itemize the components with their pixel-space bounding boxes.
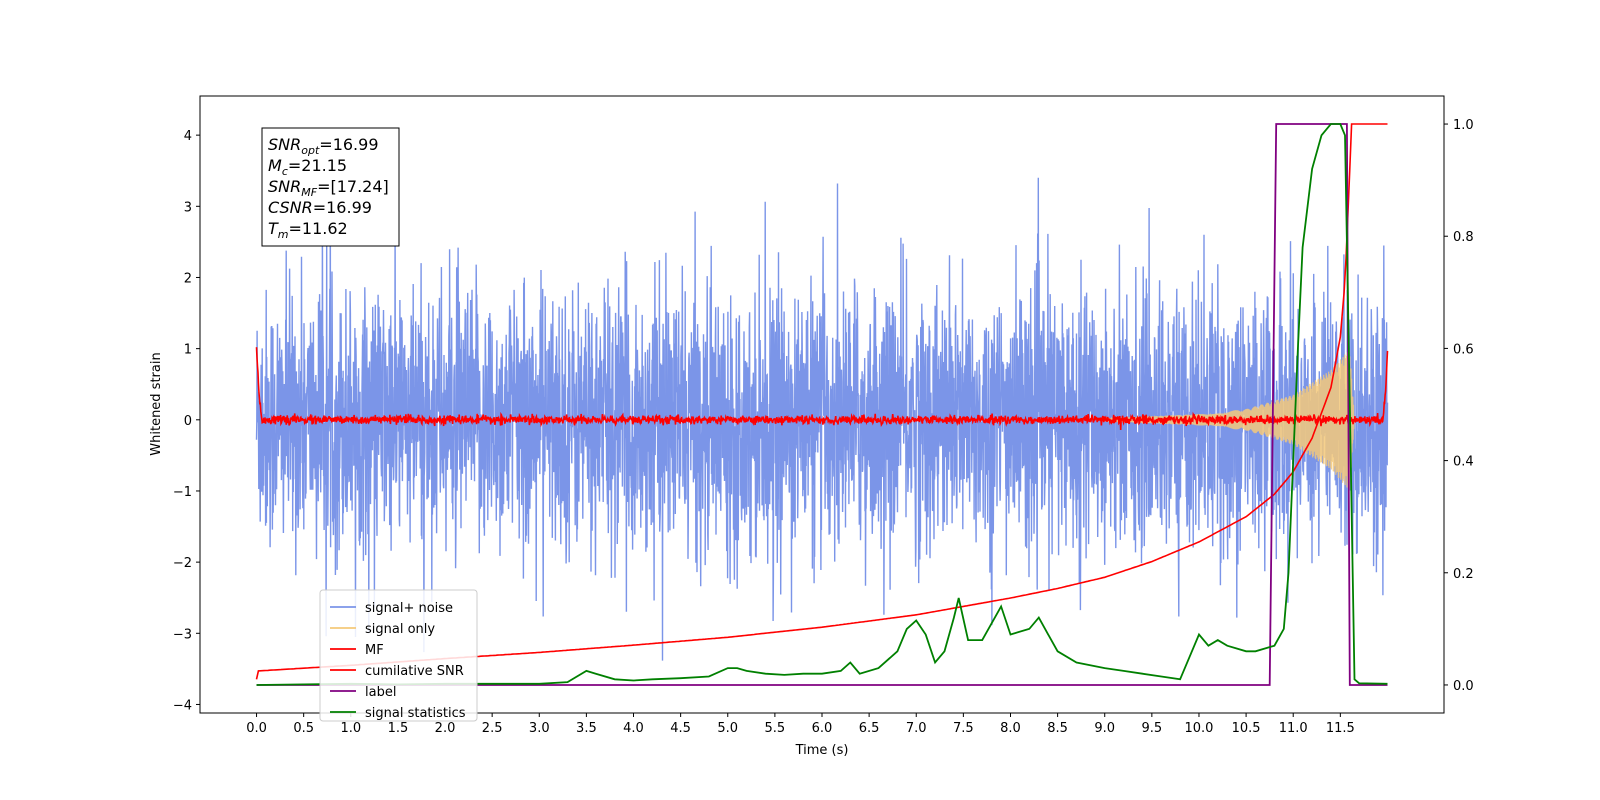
x-tick-label: 5.0	[717, 721, 738, 736]
x-tick-label: 10.0	[1184, 721, 1213, 736]
x-tick-label: 4.0	[623, 721, 644, 736]
x-tick-label: 1.5	[388, 721, 409, 736]
y-left-tick-label: 3	[184, 200, 192, 215]
x-tick-label: 9.5	[1142, 721, 1163, 736]
x-tick-label: 2.0	[435, 721, 456, 736]
x-tick-label: 0.0	[246, 721, 267, 736]
y-left-tick-label: −3	[173, 627, 192, 642]
x-tick-label: 6.0	[812, 721, 833, 736]
x-tick-label: 9.0	[1094, 721, 1115, 736]
x-axis: 0.0 0.5 1.0 1.5 2.0 2.5 3.0 3.5 4.0 4.5 5.0 5.5 6.0 6…	[246, 713, 1355, 736]
legend-label: MF	[365, 643, 384, 658]
y-left-tick-label: 0	[184, 414, 192, 429]
annotation-box: SNRopt=16.99Mc=21.15SNRMF=[17.24]CSNR=16…	[261, 127, 400, 247]
legend-label: cumilative SNR	[365, 664, 464, 679]
annotation-tm: Tm=11.62	[268, 219, 348, 241]
x-tick-label: 2.5	[482, 721, 503, 736]
x-tick-label: 11.0	[1279, 721, 1308, 736]
x-tick-label: 10.5	[1232, 721, 1261, 736]
x-tick-label: 11.5	[1326, 721, 1355, 736]
y-left-tick-label: 4	[184, 129, 192, 144]
y-left-tick-label: −2	[173, 556, 192, 571]
series-label	[256, 123, 1388, 686]
y-right-tick-label: 1.0	[1453, 118, 1474, 133]
x-tick-label: 3.0	[529, 721, 550, 736]
series-signal-noise	[255, 177, 1389, 661]
x-tick-label: 4.5	[670, 721, 691, 736]
x-tick-label: 8.0	[1000, 721, 1021, 736]
annotation-mc: Mc=21.15	[268, 156, 347, 178]
y-left-tick-label: 2	[184, 271, 192, 286]
legend-frame	[319, 589, 478, 722]
series-mf	[255, 347, 1389, 431]
x-tick-label: 5.5	[765, 721, 786, 736]
y-left-tick-label: 1	[184, 343, 192, 358]
legend: signal+ noise signal only MF cumilative SNR…	[319, 589, 478, 722]
y-right-tick-label: 0.0	[1453, 679, 1474, 694]
x-axis-label: Time (s)	[795, 743, 849, 758]
y-left-tick-label: −1	[173, 485, 192, 500]
x-tick-label: 7.0	[906, 721, 927, 736]
x-tick-label: 0.5	[293, 721, 314, 736]
x-tick-label: 6.5	[859, 721, 880, 736]
series-signal-statistics	[256, 123, 1388, 686]
x-tick-label: 1.0	[340, 721, 361, 736]
legend-label: signal statistics	[365, 706, 466, 721]
x-tick-label: 7.5	[953, 721, 974, 736]
legend-label: label	[365, 685, 396, 700]
legend-label: signal only	[365, 622, 435, 637]
annotation-snr_opt: SNRopt=16.99	[268, 135, 379, 157]
y-axis-right: 1.0 0.8 0.6 0.4 0.2 0.0	[1444, 118, 1474, 694]
y-left-tick-label: −4	[173, 698, 192, 713]
annotation-csnr: CSNR=16.99	[268, 198, 372, 217]
annotation-snr_mf: SNRMF=[17.24]	[268, 177, 389, 199]
y-right-tick-label: 0.8	[1453, 230, 1474, 245]
y-axis-label: Whitened strain	[149, 352, 164, 455]
x-tick-label: 3.5	[576, 721, 597, 736]
annotation-frame	[261, 127, 400, 247]
legend-label: signal+ noise	[365, 601, 453, 616]
y-right-tick-label: 0.4	[1453, 455, 1474, 470]
y-axis-left: 4 3 2 1 0 −1 −2 −3 −4	[173, 129, 200, 713]
y-right-tick-label: 0.2	[1453, 567, 1474, 582]
y-right-tick-label: 0.6	[1453, 342, 1474, 357]
x-tick-label: 8.5	[1047, 721, 1068, 736]
